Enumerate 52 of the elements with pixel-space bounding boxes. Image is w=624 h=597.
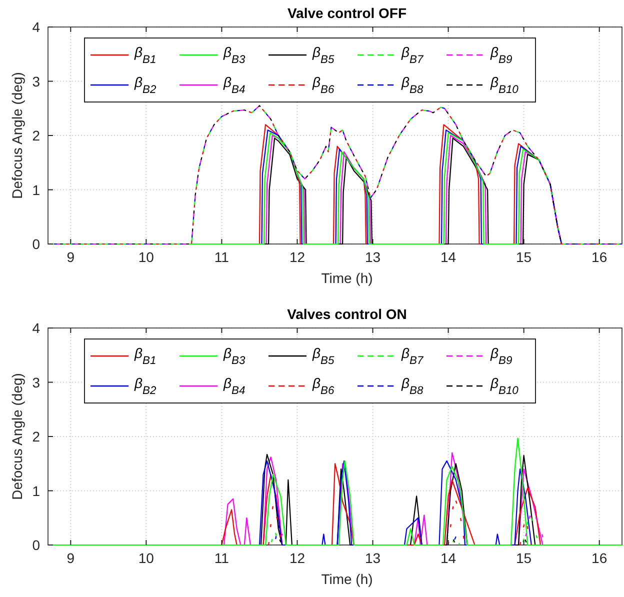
x-tick-label: 14 xyxy=(440,249,456,265)
x-tick-label: 12 xyxy=(289,550,306,566)
legend-label: β$_{B4}$ xyxy=(222,375,246,397)
y-tick-label: 1 xyxy=(32,482,40,499)
x-tick-label: 11 xyxy=(214,249,230,265)
x-axis-title: Time (h) xyxy=(321,571,373,587)
legend-label: β$_{B10}$ xyxy=(490,74,520,96)
legend-label: β$_{B9}$ xyxy=(490,345,512,367)
chart-title: Valve control OFF xyxy=(287,5,407,21)
legend-label: β$_{B8}$ xyxy=(400,74,424,96)
x-tick-label: 10 xyxy=(138,550,154,566)
y-tick-label: 4 xyxy=(32,19,40,35)
x-tick-label: 14 xyxy=(440,550,456,566)
legend-label: β$_{B6}$ xyxy=(312,74,335,96)
x-tick-label: 16 xyxy=(592,249,608,265)
x-axis-title: Time (h) xyxy=(321,270,373,286)
legend-label: β$_{B5}$ xyxy=(312,345,335,367)
y-tick-label: 3 xyxy=(32,374,40,390)
legend-label: β$_{B2}$ xyxy=(134,74,157,96)
x-tick-label: 13 xyxy=(364,550,381,566)
x-tick-label: 15 xyxy=(516,550,532,566)
chart-title: Valves control ON xyxy=(287,306,407,322)
legend-label: β$_{B9}$ xyxy=(490,44,512,66)
x-tick-label: 10 xyxy=(138,249,154,265)
y-tick-label: 1 xyxy=(32,182,40,198)
x-tick-label: 15 xyxy=(516,249,532,265)
y-axis-title: Defocus Angle (deg) xyxy=(9,72,25,199)
y-tick-label: 3 xyxy=(32,73,40,90)
legend-label: β$_{B2}$ xyxy=(134,375,157,397)
legend-label: β$_{B10}$ xyxy=(490,375,520,397)
x-tick-label: 16 xyxy=(592,550,608,566)
legend-label: β$_{B1}$ xyxy=(134,44,156,66)
legend-label: β$_{B3}$ xyxy=(222,345,246,367)
x-tick-label: 11 xyxy=(214,550,230,566)
legend-label: β$_{B5}$ xyxy=(312,44,335,66)
y-tick-label: 2 xyxy=(32,428,40,444)
x-tick-label: 9 xyxy=(66,550,75,566)
y-tick-label: 0 xyxy=(32,236,40,252)
x-tick-label: 12 xyxy=(289,249,306,265)
y-tick-label: 4 xyxy=(32,320,40,336)
legend-label: β$_{B8}$ xyxy=(400,375,424,397)
legend-label: β$_{B7}$ xyxy=(400,44,424,66)
y-axis-title: Defocus Angle (deg) xyxy=(9,373,25,500)
legend-label: β$_{B4}$ xyxy=(222,74,246,96)
y-tick-label: 0 xyxy=(32,537,40,553)
y-tick-label: 2 xyxy=(32,128,40,144)
legend-label: β$_{B6}$ xyxy=(312,375,335,397)
legend-label: β$_{B3}$ xyxy=(222,44,246,66)
x-tick-label: 9 xyxy=(66,249,75,265)
legend-label: β$_{B7}$ xyxy=(400,345,424,367)
x-tick-label: 13 xyxy=(364,249,381,265)
legend-label: β$_{B1}$ xyxy=(134,345,156,367)
